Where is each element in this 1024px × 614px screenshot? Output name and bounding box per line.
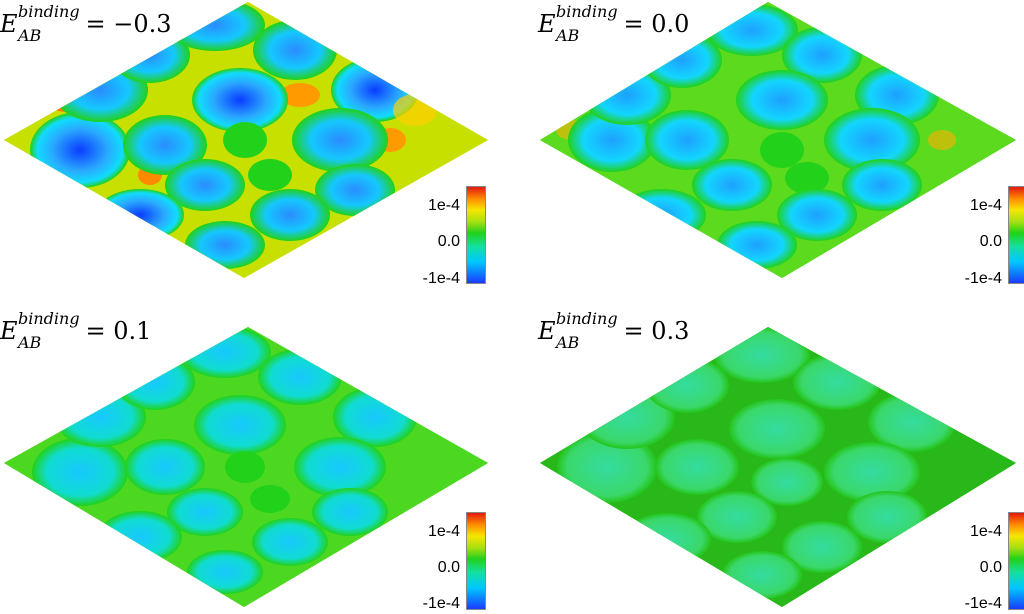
colorbar [466, 512, 486, 610]
colorbar [1008, 186, 1024, 284]
colorbar [1008, 512, 1024, 610]
colorbar-tick-zero: 0.0 [979, 233, 1002, 250]
field-map [540, 2, 1016, 278]
field-map [4, 327, 488, 607]
colorbar-tick-zero: 0.0 [437, 559, 460, 576]
colorbar-tick-max: 1e-4 [427, 197, 460, 214]
colorbar-tick-max: 1e-4 [427, 523, 460, 540]
colorbar-tick-max: 1e-4 [969, 523, 1002, 540]
field-map [540, 327, 1016, 607]
colorbar-tick-zero: 0.0 [437, 233, 460, 250]
colorbar-tick-min: -1e-4 [422, 595, 460, 612]
colorbar-tick-zero: 0.0 [979, 559, 1002, 576]
field-map [4, 2, 488, 278]
colorbar-tick-min: -1e-4 [964, 270, 1002, 287]
colorbar-tick-min: -1e-4 [422, 270, 460, 287]
colorbar-tick-min: -1e-4 [964, 595, 1002, 612]
colorbar-tick-max: 1e-4 [969, 197, 1002, 214]
colorbar [466, 186, 486, 284]
